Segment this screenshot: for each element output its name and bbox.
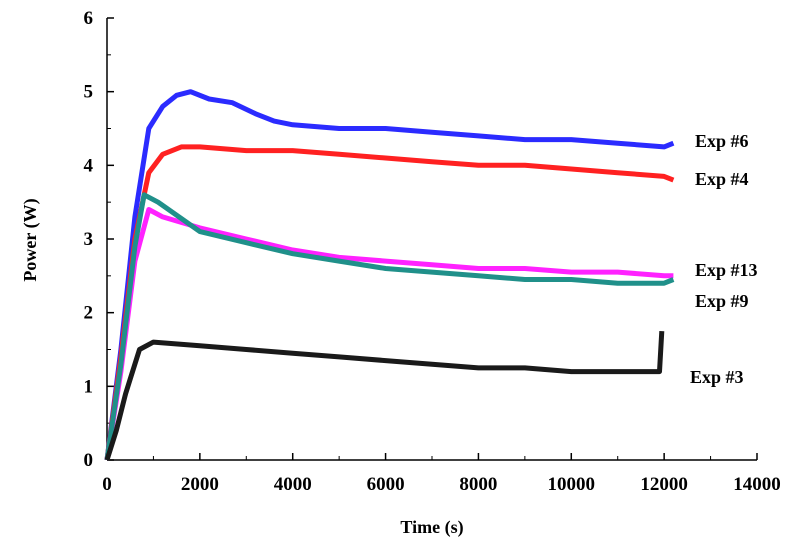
series-label: Exp #9 bbox=[695, 291, 749, 311]
y-axis-label: Power (W) bbox=[20, 198, 41, 281]
y-tick-label: 6 bbox=[84, 8, 94, 29]
x-axis-label: Time (s) bbox=[400, 517, 463, 538]
x-tick-label: 6000 bbox=[367, 474, 405, 495]
series-label: Exp #6 bbox=[695, 131, 749, 151]
y-tick-label: 2 bbox=[84, 303, 94, 324]
x-tick-label: 12000 bbox=[640, 474, 688, 495]
x-tick-label: 0 bbox=[102, 474, 112, 495]
x-tick-label: 4000 bbox=[274, 474, 312, 495]
y-tick-label: 0 bbox=[84, 450, 94, 471]
x-tick-label: 2000 bbox=[181, 474, 219, 495]
y-tick-label: 1 bbox=[84, 376, 94, 397]
series-line bbox=[104, 207, 674, 461]
series-line bbox=[104, 144, 675, 461]
series-line bbox=[104, 330, 665, 461]
series-label: Exp #4 bbox=[695, 169, 749, 189]
series-label: Exp #3 bbox=[690, 367, 744, 387]
x-tick-label: 8000 bbox=[459, 474, 497, 495]
series-line bbox=[104, 192, 675, 461]
y-tick-label: 4 bbox=[84, 155, 94, 176]
y-tick-label: 3 bbox=[84, 229, 94, 250]
x-tick-label: 10000 bbox=[548, 474, 596, 495]
series-line bbox=[104, 89, 675, 461]
x-tick-label: 14000 bbox=[733, 474, 781, 495]
y-tick-label: 5 bbox=[84, 82, 94, 103]
series-label: Exp #13 bbox=[695, 260, 758, 280]
